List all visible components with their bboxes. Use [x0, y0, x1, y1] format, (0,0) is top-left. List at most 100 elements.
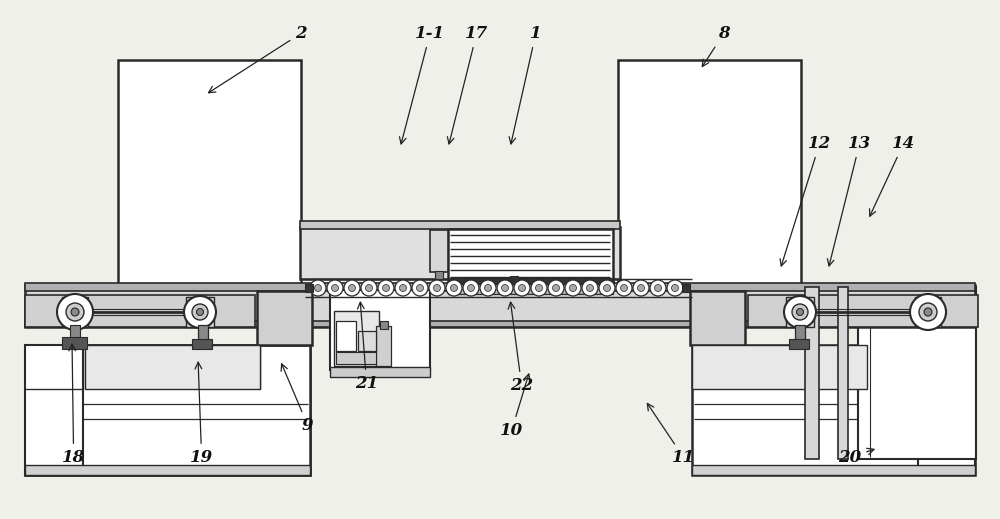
- Circle shape: [412, 280, 428, 296]
- Text: 10: 10: [500, 374, 530, 439]
- Text: 2: 2: [209, 25, 307, 93]
- Bar: [25, 285, 975, 327]
- Circle shape: [468, 284, 475, 292]
- Circle shape: [599, 280, 615, 296]
- Circle shape: [57, 294, 93, 330]
- Bar: [25, 345, 83, 475]
- Circle shape: [518, 284, 526, 292]
- Circle shape: [310, 280, 326, 296]
- Circle shape: [502, 284, 509, 292]
- Circle shape: [480, 280, 496, 296]
- Bar: [25, 465, 310, 475]
- Circle shape: [620, 284, 628, 292]
- Circle shape: [924, 308, 932, 316]
- Text: 1: 1: [509, 25, 542, 144]
- Bar: [430, 230, 448, 272]
- Bar: [510, 276, 518, 281]
- Circle shape: [570, 284, 576, 292]
- Text: 11: 11: [647, 403, 695, 466]
- Bar: [805, 287, 819, 459]
- Bar: [25, 283, 975, 291]
- Text: 22: 22: [508, 302, 533, 394]
- Circle shape: [196, 308, 204, 316]
- Circle shape: [586, 284, 594, 292]
- Bar: [376, 326, 391, 366]
- Circle shape: [497, 280, 513, 296]
- Circle shape: [565, 280, 581, 296]
- Circle shape: [361, 280, 377, 296]
- Circle shape: [582, 280, 598, 296]
- Bar: [682, 284, 690, 292]
- Text: 20: 20: [838, 448, 874, 466]
- Circle shape: [446, 280, 462, 296]
- Bar: [305, 284, 313, 292]
- Bar: [795, 325, 805, 341]
- Bar: [118, 60, 301, 290]
- Circle shape: [548, 280, 564, 296]
- Bar: [336, 352, 376, 364]
- Bar: [330, 290, 430, 370]
- Circle shape: [552, 284, 560, 292]
- Circle shape: [654, 284, 662, 292]
- Circle shape: [604, 284, 610, 292]
- Circle shape: [484, 284, 492, 292]
- Circle shape: [314, 284, 322, 292]
- Bar: [918, 345, 975, 475]
- Bar: [334, 311, 379, 366]
- Bar: [198, 325, 208, 341]
- Circle shape: [463, 280, 479, 296]
- Circle shape: [382, 284, 390, 292]
- Circle shape: [784, 296, 816, 328]
- Text: 1-1: 1-1: [400, 25, 445, 144]
- Circle shape: [672, 284, 678, 292]
- Bar: [692, 345, 975, 475]
- Bar: [25, 321, 975, 327]
- Bar: [330, 367, 430, 377]
- Circle shape: [638, 284, 644, 292]
- Bar: [435, 271, 443, 279]
- Circle shape: [650, 280, 666, 296]
- Bar: [25, 345, 310, 475]
- Circle shape: [536, 284, 542, 292]
- Circle shape: [910, 294, 946, 330]
- Circle shape: [792, 304, 808, 320]
- Bar: [692, 345, 867, 389]
- Bar: [789, 339, 809, 349]
- Text: 14: 14: [870, 135, 915, 216]
- Circle shape: [366, 284, 372, 292]
- Text: 8: 8: [702, 25, 730, 66]
- Bar: [62, 297, 88, 327]
- Circle shape: [327, 280, 343, 296]
- Text: 18: 18: [62, 344, 85, 466]
- Text: 12: 12: [780, 135, 831, 266]
- Bar: [62, 337, 87, 349]
- Circle shape: [349, 284, 356, 292]
- Bar: [838, 287, 848, 459]
- Bar: [618, 60, 801, 290]
- Circle shape: [378, 280, 394, 296]
- Bar: [858, 287, 976, 459]
- Text: 17: 17: [447, 25, 488, 144]
- Bar: [300, 227, 620, 279]
- Bar: [336, 321, 356, 351]
- Circle shape: [531, 280, 547, 296]
- Circle shape: [395, 280, 411, 296]
- Circle shape: [184, 296, 216, 328]
- Circle shape: [429, 280, 445, 296]
- Circle shape: [66, 303, 84, 321]
- Bar: [448, 284, 613, 294]
- Bar: [70, 325, 80, 339]
- Bar: [690, 291, 745, 345]
- Circle shape: [400, 284, 406, 292]
- Text: 19: 19: [190, 362, 213, 466]
- Bar: [786, 297, 814, 327]
- Bar: [192, 339, 212, 349]
- Bar: [358, 331, 376, 351]
- Bar: [25, 345, 310, 475]
- Circle shape: [344, 280, 360, 296]
- Circle shape: [416, 284, 424, 292]
- Bar: [85, 345, 260, 389]
- Circle shape: [450, 284, 458, 292]
- Bar: [748, 295, 978, 327]
- Circle shape: [514, 280, 530, 296]
